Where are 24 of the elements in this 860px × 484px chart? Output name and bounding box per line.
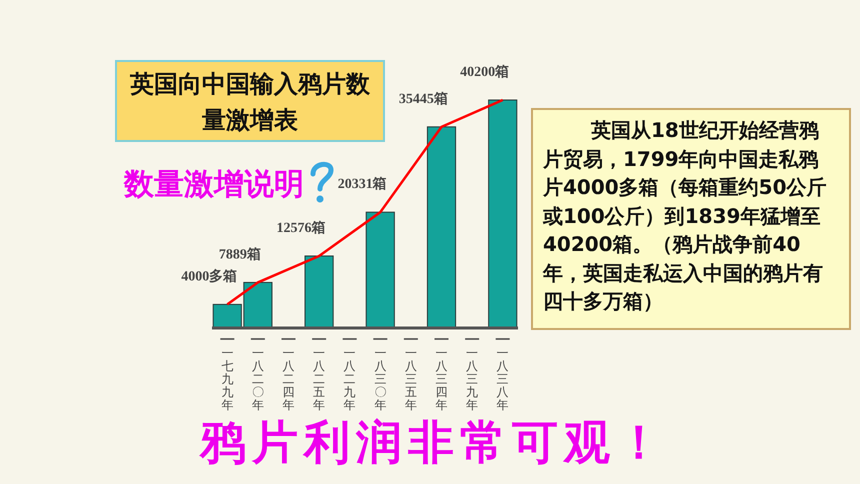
data-label: 4000多箱 [181,268,238,284]
text: 数量激增说明 [124,166,304,204]
data-label: 40200箱 [460,64,510,80]
x-tick-label: 一八二〇年 [252,346,264,412]
bar [366,212,395,328]
x-tick-label: 一八三四年 [436,346,448,412]
data-label: 7889箱 [218,246,261,262]
x-tick-label: 一八二九年 [344,346,356,412]
x-tick-label: 一七九九年 [221,346,234,412]
x-tick-label: 一八三〇年 [374,346,386,412]
data-label: 20331箱 [338,176,387,192]
text: 鸦片利润非常可观！ [198,414,669,471]
data-label: 12576箱 [276,220,326,236]
text: 英国从18世纪开始经营鸦片贸易，1799年向中国走私鸦片4000多箱（每箱重约50公斤或100公斤）到1839年猛增至40200箱。（鸦片战争前40年，英国走私运入中国的鸦片有四十多万箱） [531,108,851,330]
x-tick-label: 一八二五年 [313,346,326,412]
bar [426,126,456,328]
data-label: 35445箱 [398,90,448,107]
x-tick-label: 一八三五年 [404,346,417,412]
x-tick-label: 一八二四年 [282,346,294,412]
bar [488,100,518,328]
bar [304,255,334,328]
chart-title: 英国向中国输入鸦片数量激增表 [115,60,385,142]
x-tick-label: 一八三九年 [466,346,478,412]
x-tick-label: 一八三八年 [496,346,509,412]
